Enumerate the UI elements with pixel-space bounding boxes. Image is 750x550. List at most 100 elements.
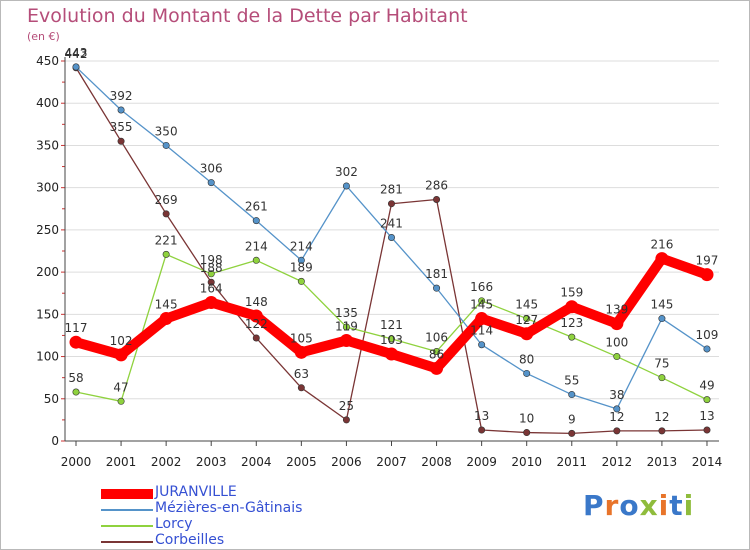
- data-point: [387, 335, 395, 343]
- data-point: [69, 335, 83, 349]
- y-tick-label: 150: [36, 307, 59, 321]
- data-label: 100: [605, 336, 628, 350]
- data-point: [433, 284, 441, 292]
- data-label: 197: [696, 254, 719, 268]
- data-point: [565, 300, 579, 314]
- data-point: [478, 341, 486, 349]
- data-label: 442: [65, 47, 88, 61]
- data-point: [613, 405, 621, 413]
- data-point: [207, 278, 215, 286]
- x-tick-label: 2002: [151, 455, 182, 469]
- data-point: [117, 397, 125, 405]
- data-label: 214: [245, 239, 268, 253]
- data-point: [204, 296, 218, 310]
- data-label: 117: [65, 321, 88, 335]
- data-point: [114, 348, 128, 362]
- data-point: [703, 396, 711, 404]
- data-label: 350: [155, 124, 178, 138]
- data-point: [387, 233, 395, 241]
- data-label: 139: [605, 303, 628, 317]
- data-label: 103: [380, 333, 403, 347]
- data-label: 63: [294, 367, 309, 381]
- legend-label: Mézières-en-Gâtinais: [155, 500, 303, 516]
- series-line: [75, 67, 708, 435]
- x-tick-label: 2012: [602, 455, 633, 469]
- data-point: [523, 369, 531, 377]
- data-point: [249, 309, 263, 323]
- data-label: 286: [425, 178, 448, 192]
- x-tick-label: 2014: [692, 455, 723, 469]
- data-label: 114: [470, 324, 493, 338]
- data-label: 123: [560, 316, 583, 330]
- data-point: [297, 384, 305, 392]
- y-axis-unit-label: (en €): [27, 30, 60, 43]
- data-point: [658, 315, 666, 323]
- data-point: [207, 179, 215, 187]
- data-label: 102: [110, 334, 133, 348]
- data-label: 10: [519, 412, 534, 426]
- data-point: [339, 334, 353, 348]
- data-point: [72, 63, 80, 71]
- data-point: [478, 426, 486, 434]
- y-tick-label: 350: [36, 138, 59, 152]
- data-point: [703, 345, 711, 353]
- data-label: 355: [110, 120, 133, 134]
- data-label: 188: [200, 261, 223, 275]
- x-tick-label: 2006: [331, 455, 362, 469]
- data-label: 261: [245, 200, 268, 214]
- logo-letter: o: [619, 489, 640, 522]
- data-point: [523, 429, 531, 437]
- chart-title: Evolution du Montant de la Dette par Hab…: [27, 5, 468, 27]
- legend-label: Lorcy: [155, 516, 193, 532]
- data-label: 49: [699, 379, 714, 393]
- data-point: [478, 297, 486, 305]
- data-point: [342, 323, 350, 331]
- data-point: [387, 200, 395, 208]
- x-tick-label: 2000: [61, 455, 92, 469]
- data-point: [297, 256, 305, 264]
- data-point: [658, 374, 666, 382]
- data-label: 302: [335, 165, 358, 179]
- x-tick-label: 2011: [556, 455, 587, 469]
- data-point: [72, 388, 80, 396]
- data-label: 80: [519, 352, 534, 366]
- data-label: 105: [290, 331, 313, 345]
- data-label: 148: [245, 295, 268, 309]
- data-point: [613, 427, 621, 435]
- data-point: [384, 347, 398, 361]
- data-label: 145: [155, 298, 178, 312]
- data-label: 164: [200, 282, 223, 296]
- y-tick-label: 200: [36, 265, 59, 279]
- data-label: 214: [290, 239, 313, 253]
- legend-swatch: [101, 525, 153, 527]
- logo-letter: x: [639, 489, 659, 522]
- x-tick-label: 2007: [376, 455, 407, 469]
- logo-letter: i: [683, 489, 695, 522]
- logo-letter: t: [669, 489, 684, 522]
- data-point: [568, 333, 576, 341]
- data-label: 145: [515, 298, 538, 312]
- data-label: 109: [696, 328, 719, 342]
- data-point: [700, 268, 714, 282]
- logo-letter: r: [604, 489, 620, 522]
- data-point: [294, 345, 308, 359]
- data-point: [162, 141, 170, 149]
- data-point: [252, 334, 260, 342]
- data-label: 55: [564, 374, 579, 388]
- legend-label: Corbeilles: [155, 532, 225, 548]
- legend-swatch: [101, 509, 153, 511]
- data-label: 443: [65, 46, 88, 60]
- data-label: 166: [470, 280, 493, 294]
- data-label: 75: [654, 357, 669, 371]
- y-tick-label: 400: [36, 96, 59, 110]
- data-label: 241: [380, 216, 403, 230]
- data-label: 269: [155, 193, 178, 207]
- data-label: 25: [339, 399, 354, 413]
- data-label: 58: [68, 371, 83, 385]
- x-tick-label: 2004: [241, 455, 272, 469]
- data-label: 38: [609, 388, 624, 402]
- data-label: 145: [470, 298, 493, 312]
- data-label: 216: [650, 238, 673, 252]
- data-label: 12: [609, 410, 624, 424]
